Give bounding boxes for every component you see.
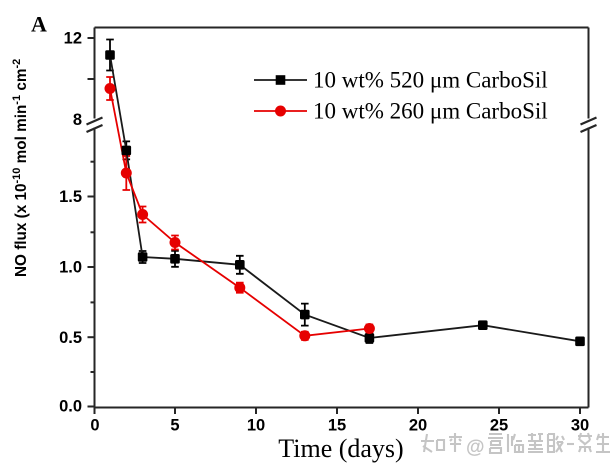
svg-text:1.5: 1.5 [59,188,82,206]
svg-text:10 wt% 520 μm CarboSil: 10 wt% 520 μm CarboSil [313,68,548,93]
svg-text:0.5: 0.5 [59,329,82,347]
svg-text:8: 8 [73,111,82,129]
svg-text:15: 15 [328,417,346,435]
svg-text:25: 25 [490,417,508,435]
svg-text:1.0: 1.0 [59,259,82,277]
svg-text:12: 12 [64,30,82,48]
svg-text:5: 5 [170,417,179,435]
svg-text:10: 10 [247,417,265,435]
svg-text:@: @ [466,437,485,458]
svg-text:0.0: 0.0 [59,398,82,416]
svg-text:10 wt% 260 μm CarboSil: 10 wt% 260 μm CarboSil [313,99,548,124]
svg-text:Time (days): Time (days) [278,434,403,463]
svg-text:30: 30 [571,417,589,435]
svg-text:0: 0 [90,417,99,435]
svg-text:NO flux (x 10-10 mol min-1 cm-: NO flux (x 10-10 mol min-1 cm-2 [11,59,30,277]
svg-text:A: A [31,12,47,37]
svg-text:20: 20 [409,417,427,435]
